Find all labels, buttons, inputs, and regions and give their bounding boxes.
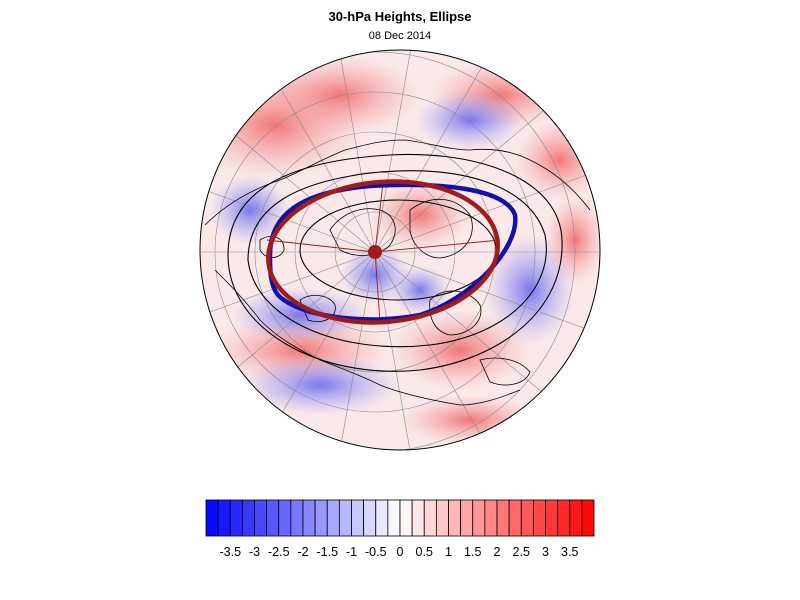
map-title: 30-hPa Heights, Ellipse (328, 9, 472, 24)
colorbar-tick-label: 1 (445, 545, 452, 559)
colorbar-tick-label: 0.5 (415, 545, 433, 559)
colorbar-swatch (496, 499, 510, 537)
colorbar-swatch (363, 499, 377, 537)
meridian-line (200, 50, 376, 253)
meridian-line (214, 50, 376, 253)
colorbar-swatch (302, 499, 316, 537)
colorbar-swatch (508, 499, 522, 537)
colorbar-tick-label: -2 (297, 545, 309, 559)
colorbar-tick-label: 2.5 (512, 545, 530, 559)
colorbar-swatch (435, 499, 449, 537)
colorbar-swatch (375, 499, 389, 537)
colorbar-swatch (241, 499, 255, 537)
meridian-line (374, 50, 536, 253)
ellipse-center-marker (368, 245, 382, 259)
colorbar-swatch (545, 499, 559, 537)
colorbar-swatch (351, 499, 365, 537)
meridian-line (214, 251, 376, 450)
colorbar-swatch (254, 499, 268, 537)
meridian-line (374, 251, 536, 450)
colorbar-tick-label: 0 (396, 545, 404, 559)
colorbar-tick-label: -0.5 (364, 545, 387, 559)
colorbar-tick-label: -3.5 (219, 545, 242, 559)
colorbar-tick-label: -2.5 (267, 545, 290, 559)
meridian-line (374, 251, 600, 362)
colorbar-swatch (338, 499, 352, 537)
meridian-line (200, 142, 376, 253)
meridian-line (319, 50, 376, 253)
colorbar-swatch (448, 499, 462, 537)
anomaly-field (200, 50, 600, 450)
colorbar-swatch (266, 499, 280, 537)
meridian-line (374, 50, 431, 253)
globe-outline (199, 49, 601, 451)
radius-lines (266, 182, 501, 323)
colorbar-swatch (460, 499, 474, 537)
map-date: 08 Dec 2014 (368, 30, 432, 42)
colorbar-swatch (532, 499, 546, 537)
colorbar-tick-label: 3 (542, 545, 549, 559)
colorbar-swatch (229, 499, 243, 537)
colorbar-tick-label: -3 (248, 545, 261, 559)
colorbar-tick-label: -1 (345, 545, 358, 559)
colorbar-swatch (569, 499, 583, 537)
colorbar-swatch (557, 499, 571, 537)
colorbar-swatch (205, 499, 219, 537)
colorbar-swatch (290, 499, 304, 537)
colorbar-swatch (411, 499, 425, 537)
colorbar-tick-label: 3.5 (561, 545, 579, 559)
colorbar-swatch (423, 499, 437, 537)
meridian-line (200, 251, 376, 450)
colorbar-swatch (472, 499, 486, 537)
meridian-line (374, 251, 431, 450)
colorbar-swatch (326, 499, 340, 537)
colorbar-tick-label: -1.5 (316, 545, 339, 559)
colorbar-swatch (278, 499, 292, 537)
colorbar-swatch (314, 499, 328, 537)
colorbar-swatch (387, 499, 401, 537)
colorbar-tick-label: 1.5 (464, 545, 482, 559)
colorbar-swatch (399, 499, 413, 537)
meridian-line (200, 251, 376, 362)
colorbar-tick-label: 2 (493, 545, 501, 559)
colorbar-swatch (217, 499, 231, 537)
ellipse-red (266, 179, 500, 325)
colorbar-swatch (484, 499, 498, 537)
meridian-line (374, 142, 600, 253)
meridian-line (319, 251, 376, 450)
colorbar-swatch (520, 499, 534, 537)
colorbar-swatch (581, 499, 595, 537)
